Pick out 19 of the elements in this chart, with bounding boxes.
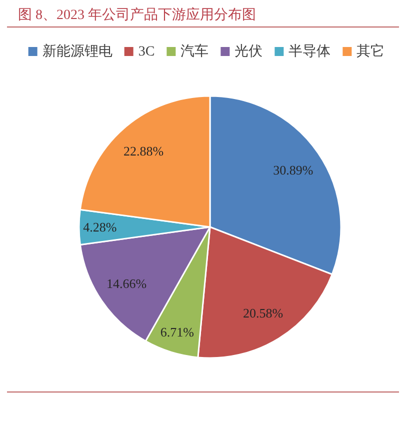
- data-label: 30.89%: [273, 162, 314, 178]
- title: 图 8、2023 年公司产品下游应用分布图: [18, 8, 256, 23]
- data-label: 4.28%: [83, 220, 117, 235]
- legend-label: 新能源锂电: [42, 44, 112, 60]
- data-label: 6.71%: [160, 324, 194, 340]
- legend-item: 新能源锂电: [28, 44, 112, 60]
- data-label: 22.88%: [124, 144, 164, 159]
- legend-label: 3C: [138, 44, 155, 60]
- legend-label: 汽车: [180, 44, 209, 60]
- legend-item: 3C: [124, 44, 155, 60]
- data-label: 20.58%: [243, 305, 284, 320]
- data-label: 14.66%: [106, 276, 147, 292]
- legend-label: 光伏: [234, 44, 263, 60]
- legend-item: 光伏: [220, 44, 263, 60]
- legend-item: 其它: [342, 44, 385, 60]
- legend-item: 汽车: [166, 44, 209, 60]
- legend-item: 半导体: [274, 44, 331, 60]
- legend-label: 半导体: [288, 44, 331, 60]
- legend-label: 其它: [356, 44, 385, 60]
